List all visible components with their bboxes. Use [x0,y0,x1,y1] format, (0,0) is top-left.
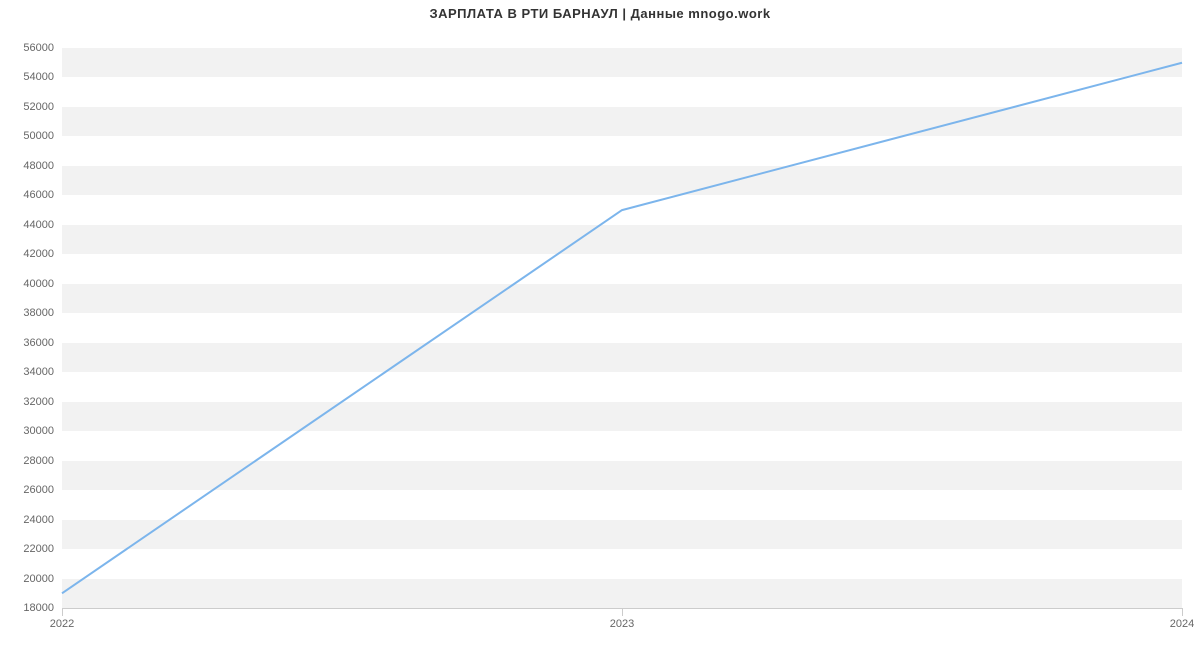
x-tick-label: 2024 [1170,618,1194,630]
y-tick-label: 18000 [23,602,54,614]
series-line-salary [62,63,1182,594]
chart-title: ЗАРПЛАТА В РТИ БАРНАУЛ | Данные mnogo.wo… [0,6,1200,21]
y-tick-label: 52000 [23,101,54,113]
y-tick-label: 38000 [23,307,54,319]
salary-chart: ЗАРПЛАТА В РТИ БАРНАУЛ | Данные mnogo.wo… [0,0,1200,650]
y-tick-label: 36000 [23,337,54,349]
x-tick-mark [1182,608,1183,616]
x-tick-mark [62,608,63,616]
y-tick-label: 34000 [23,366,54,378]
y-tick-label: 42000 [23,248,54,260]
y-tick-label: 44000 [23,219,54,231]
y-tick-label: 30000 [23,425,54,437]
y-tick-label: 24000 [23,514,54,526]
x-tick-label: 2022 [50,618,74,630]
y-tick-label: 22000 [23,543,54,555]
y-tick-label: 28000 [23,455,54,467]
y-tick-label: 54000 [23,71,54,83]
y-tick-label: 40000 [23,278,54,290]
plot-area: 1800020000220002400026000280003000032000… [62,48,1182,608]
y-tick-label: 48000 [23,160,54,172]
y-tick-label: 26000 [23,484,54,496]
x-tick-label: 2023 [610,618,634,630]
y-tick-label: 32000 [23,396,54,408]
y-tick-label: 56000 [23,42,54,54]
x-tick-mark [622,608,623,616]
y-tick-label: 20000 [23,573,54,585]
series-layer [62,48,1182,608]
y-tick-label: 50000 [23,130,54,142]
y-tick-label: 46000 [23,189,54,201]
